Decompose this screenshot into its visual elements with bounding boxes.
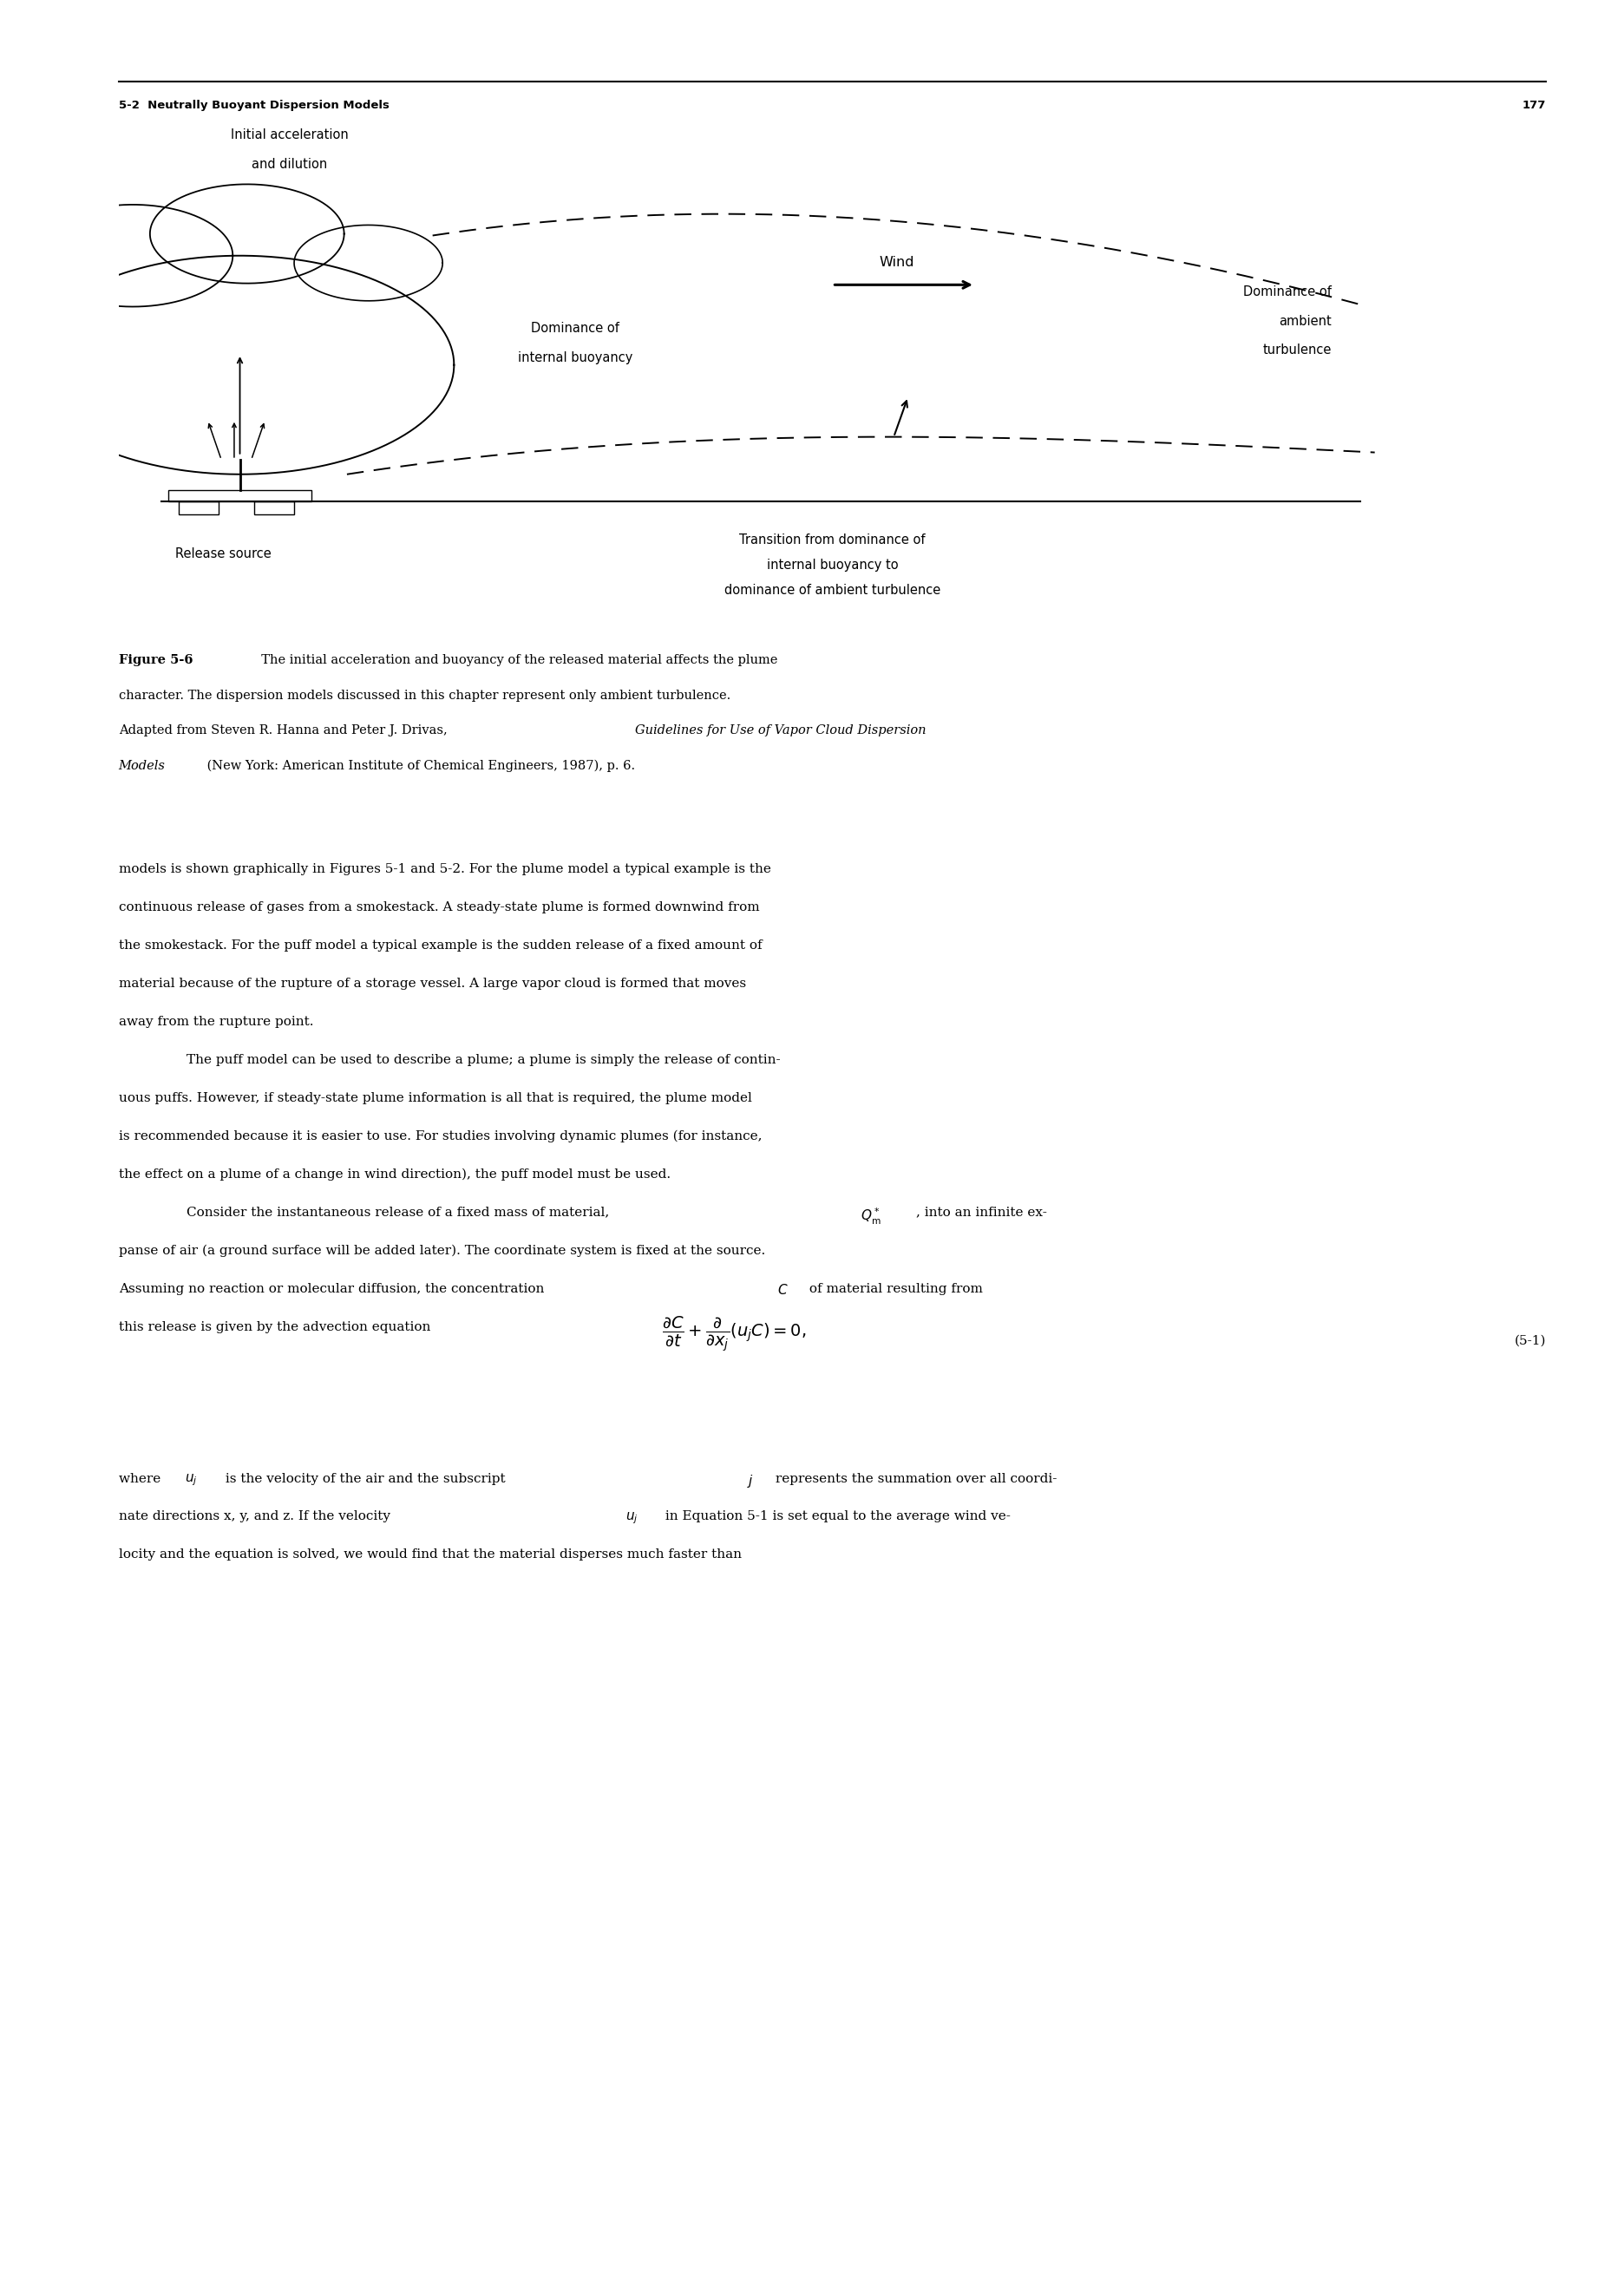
Text: is recommended because it is easier to use. For studies involving dynamic plumes: is recommended because it is easier to u… (119, 1131, 762, 1142)
Text: character. The dispersion models discussed in this chapter represent only ambien: character. The dispersion models discuss… (119, 690, 731, 702)
Text: uous puffs. However, if steady-state plume information is all that is required, : uous puffs. However, if steady-state plu… (119, 1092, 752, 1104)
Text: Assuming no reaction or molecular diffusion, the concentration: Assuming no reaction or molecular diffus… (119, 1283, 549, 1294)
Text: Dominance of: Dominance of (531, 322, 619, 334)
Text: Transition from dominance of: Transition from dominance of (739, 534, 926, 545)
Text: away from the rupture point.: away from the rupture point. (119, 1015, 313, 1029)
Text: Initial acceleration: Initial acceleration (231, 129, 349, 141)
Bar (169, 491, 312, 502)
Bar (255, 502, 294, 513)
Text: Release source: Release source (175, 547, 271, 561)
Text: $j$: $j$ (747, 1472, 754, 1490)
Text: $Q_{\mathrm{m}}^*$: $Q_{\mathrm{m}}^*$ (861, 1206, 882, 1226)
Text: $C$: $C$ (778, 1283, 788, 1297)
Text: internal buoyancy to: internal buoyancy to (767, 559, 898, 572)
Text: dominance of ambient turbulence: dominance of ambient turbulence (724, 584, 940, 597)
Bar (179, 502, 219, 513)
Text: $\dfrac{\partial C}{\partial t} + \dfrac{\partial}{\partial x_j}(u_j C) = 0,$: $\dfrac{\partial C}{\partial t} + \dfrac… (663, 1315, 806, 1354)
Text: Dominance of: Dominance of (1244, 286, 1332, 298)
Text: Figure 5-6: Figure 5-6 (119, 654, 193, 665)
Text: Adapted from Steven R. Hanna and Peter J. Drivas,: Adapted from Steven R. Hanna and Peter J… (119, 724, 451, 736)
Text: Wind: Wind (879, 257, 914, 270)
Text: where: where (119, 1472, 164, 1485)
Text: this release is given by the advection equation: this release is given by the advection e… (119, 1322, 430, 1333)
Text: of material resulting from: of material resulting from (806, 1283, 983, 1294)
Text: nate directions x, y, and z. If the velocity: nate directions x, y, and z. If the velo… (119, 1510, 395, 1524)
Text: models is shown graphically in Figures 5-1 and 5-2. For the plume model a typica: models is shown graphically in Figures 5… (119, 863, 771, 874)
Text: material because of the rupture of a storage vessel. A large vapor cloud is form: material because of the rupture of a sto… (119, 977, 745, 990)
Text: $u_j$: $u_j$ (185, 1472, 198, 1488)
Text: (5-1): (5-1) (1515, 1335, 1546, 1347)
Text: and dilution: and dilution (252, 157, 328, 170)
Text: (New York: American Institute of Chemical Engineers, 1987), p. 6.: (New York: American Institute of Chemica… (203, 759, 635, 772)
Text: $u_j$: $u_j$ (625, 1510, 638, 1526)
Text: internal buoyancy: internal buoyancy (518, 352, 633, 363)
Text: turbulence: turbulence (1263, 343, 1332, 357)
Text: panse of air (a ground surface will be added later). The coordinate system is fi: panse of air (a ground surface will be a… (119, 1245, 765, 1256)
Text: is the velocity of the air and the subscript: is the velocity of the air and the subsc… (221, 1472, 510, 1485)
Text: The puff model can be used to describe a plume; a plume is simply the release of: The puff model can be used to describe a… (187, 1054, 781, 1065)
Text: 5-2  Neutrally Buoyant Dispersion Models: 5-2 Neutrally Buoyant Dispersion Models (119, 100, 390, 111)
Text: Models: Models (119, 759, 166, 772)
Text: , into an infinite ex-: , into an infinite ex- (916, 1206, 1047, 1220)
Text: The initial acceleration and buoyancy of the released material affects the plume: The initial acceleration and buoyancy of… (253, 654, 778, 665)
Text: continuous release of gases from a smokestack. A steady-state plume is formed do: continuous release of gases from a smoke… (119, 902, 760, 913)
Text: in Equation 5-1 is set equal to the average wind ve-: in Equation 5-1 is set equal to the aver… (661, 1510, 1010, 1524)
Text: the smokestack. For the puff model a typical example is the sudden release of a : the smokestack. For the puff model a typ… (119, 940, 762, 952)
Text: the effect on a plume of a change in wind direction), the puff model must be use: the effect on a plume of a change in win… (119, 1167, 671, 1181)
Text: 177: 177 (1522, 100, 1546, 111)
Text: Consider the instantaneous release of a fixed mass of material,: Consider the instantaneous release of a … (187, 1206, 614, 1220)
Text: locity and the equation is solved, we would find that the material disperses muc: locity and the equation is solved, we wo… (119, 1549, 742, 1560)
Text: Guidelines for Use of Vapor Cloud Dispersion: Guidelines for Use of Vapor Cloud Disper… (635, 724, 926, 736)
Text: represents the summation over all coordi-: represents the summation over all coordi… (771, 1472, 1057, 1485)
Text: ambient: ambient (1280, 313, 1332, 327)
